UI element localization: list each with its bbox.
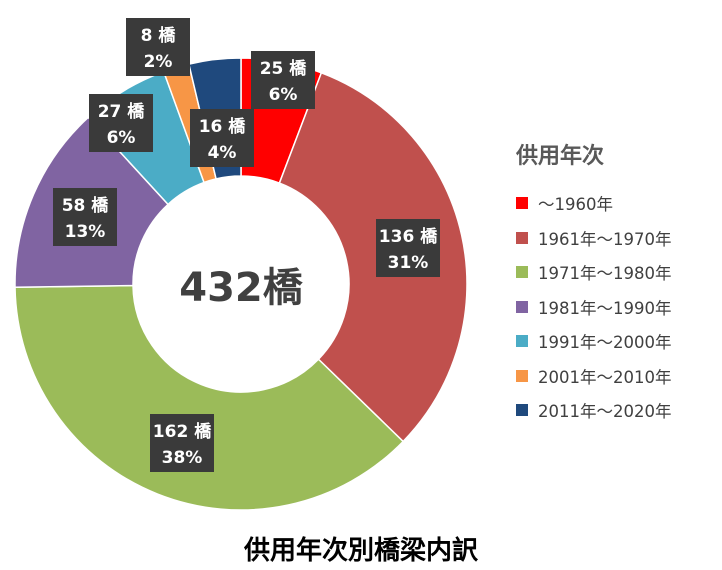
data-label-2001-2010: 8 橋2% xyxy=(126,18,190,76)
data-label-count: 25 橋 xyxy=(260,58,308,79)
data-label-1960: 25 橋 6% xyxy=(251,51,315,109)
legend-items: ～1960年 1961年～1970年 1971年～1980年 1981年～1990年 1… xyxy=(516,186,671,428)
data-label-percent: 31% xyxy=(388,253,429,273)
legend-label: 2001年～2010年 xyxy=(538,367,672,387)
data-label-count: 162 橋 xyxy=(153,421,212,442)
data-label-1991-2000: 27 橋 6% xyxy=(89,94,153,152)
data-label-count: 58 橋 xyxy=(62,195,110,216)
legend-item-1971-1980: 1971年～1980年 xyxy=(516,255,671,290)
data-label-box xyxy=(251,51,315,109)
data-label-percent: 38% xyxy=(162,448,203,468)
chart-title: 供用年次別橋梁内訳 xyxy=(243,536,478,566)
data-label-count: 136 橋 xyxy=(379,226,438,247)
legend-swatch xyxy=(516,369,528,382)
data-label-box xyxy=(89,94,153,152)
data-label-1971-1980: 162 橋 38% xyxy=(150,414,214,472)
legend-item-2011-2020: 2011年～2020年 xyxy=(516,393,671,428)
legend-swatch xyxy=(516,266,528,279)
legend-swatch xyxy=(516,231,528,244)
data-label-count: 27 橋 xyxy=(98,101,146,122)
data-label-box xyxy=(150,414,214,472)
legend-swatch xyxy=(516,197,528,210)
legend-item-1961-1970: 1961年～1970年 xyxy=(516,221,671,256)
legend-swatch xyxy=(516,404,528,417)
legend-item-2001-2010: 2001年～2010年 xyxy=(516,359,671,394)
legend-label: ～1960年 xyxy=(538,195,613,215)
center-total-label: 432橋 xyxy=(179,265,303,311)
legend-label: 1981年～1990年 xyxy=(538,298,672,318)
legend-label: 2011年～2020年 xyxy=(538,402,672,422)
slice-1971-1980 xyxy=(14,284,405,511)
data-label-percent: 13% xyxy=(65,222,106,242)
data-label-count: 8 橋 xyxy=(141,25,177,46)
legend-item-1981-1990: 1981年～1990年 xyxy=(516,290,671,325)
data-label-1981-1990: 58 橋 13% xyxy=(53,188,117,246)
slice-1961-1970 xyxy=(278,71,468,443)
data-label-box xyxy=(190,109,254,167)
legend-swatch xyxy=(516,300,528,313)
legend-item-1991-2000: 1991年～2000年 xyxy=(516,324,671,359)
legend-swatch xyxy=(516,335,528,348)
legend-title: 供用年次 xyxy=(516,144,605,169)
data-label-percent: 2% xyxy=(144,52,173,72)
data-label-count: 16 橋 xyxy=(199,116,247,137)
data-label-1961-1970: 136 橋 31% xyxy=(376,219,440,277)
legend: 供用年次 ～1960年 1961年～1970年 1971年～1980年 1981年～1… xyxy=(516,138,671,428)
data-label-percent: 4% xyxy=(208,143,237,163)
data-label-2011-2020: 16 橋 4% xyxy=(190,109,254,167)
data-label-percent: 6% xyxy=(107,128,136,148)
legend-label: 1961年～1970年 xyxy=(538,229,672,249)
data-label-box xyxy=(126,18,190,76)
data-label-box xyxy=(376,219,440,277)
legend-label: 1971年～1980年 xyxy=(538,264,672,284)
data-labels: 25 橋6%136 橋31%162 橋38%58 橋13%27 橋6%8 橋2%… xyxy=(53,18,440,472)
legend-item-1960: ～1960年 xyxy=(516,186,671,221)
legend-label: 1991年～2000年 xyxy=(538,333,672,353)
data-label-box xyxy=(53,188,117,246)
data-label-percent: 6% xyxy=(269,85,298,105)
